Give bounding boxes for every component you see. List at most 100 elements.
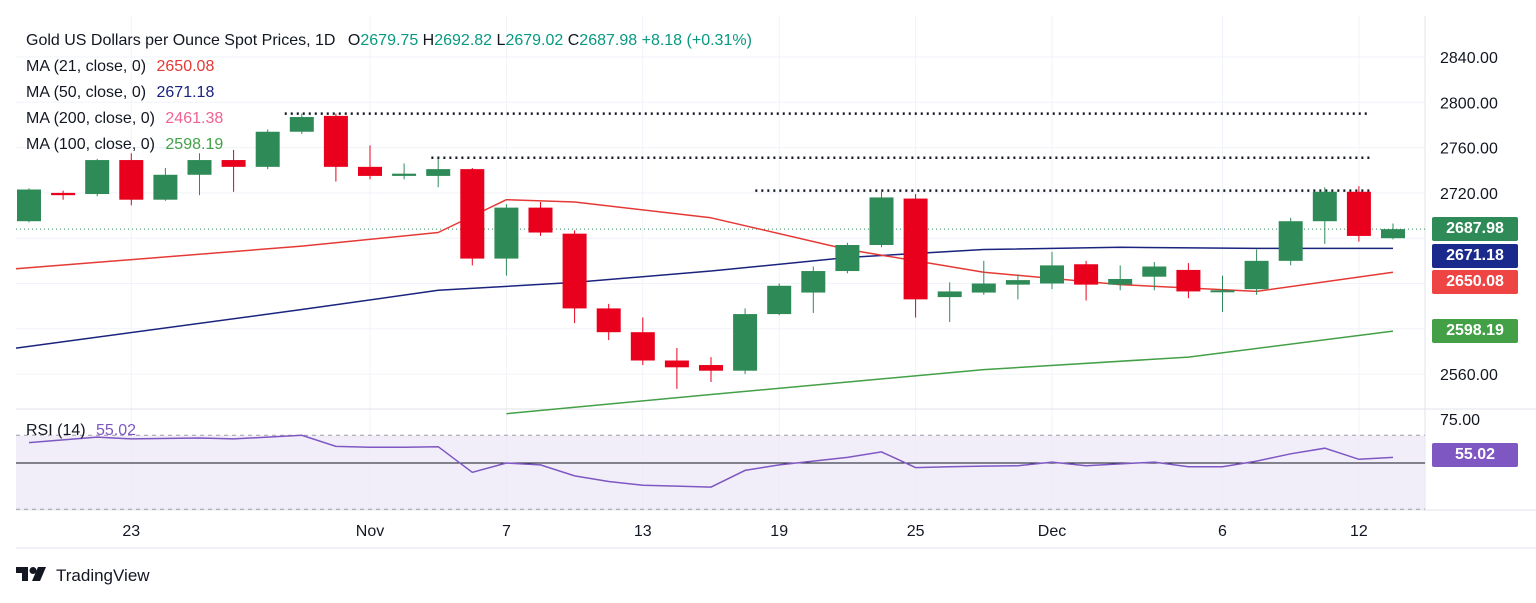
candle-up [1142, 261, 1167, 291]
ohlc-values: O2679.75 H2692.82 L2679.02 C2687.98 +8.1… [348, 32, 752, 49]
candle-up [1040, 251, 1064, 290]
candle-down [460, 167, 485, 266]
candle-down [630, 317, 655, 366]
x-tick-label: 6 [1218, 523, 1227, 540]
candle-body [1346, 191, 1371, 236]
moving-averages [15, 198, 1394, 415]
ma21-label: MA (21, close, 0) [26, 58, 147, 75]
candle-up [1108, 265, 1133, 291]
chart-title: Gold US Dollars per Ounce Spot Prices, 1… [26, 32, 336, 49]
candle-down [699, 357, 723, 383]
close-value: 2687.98 [579, 32, 638, 49]
candle-body [767, 285, 792, 315]
candle-up [1210, 275, 1235, 312]
candle-up [392, 163, 417, 180]
candle-body [1142, 266, 1167, 277]
candle-up [17, 188, 41, 223]
low-label: L [496, 32, 506, 49]
rsi-value: 55.02 [96, 422, 137, 439]
tradingview-logo-icon[interactable] [16, 565, 50, 586]
candle-up [767, 283, 792, 316]
candle-up [1278, 217, 1303, 266]
ma200-value: 2461.38 [165, 110, 224, 127]
candle-up [426, 158, 451, 188]
candle-body [1005, 280, 1030, 285]
rsi-line [28, 434, 1394, 488]
candle-down [1176, 263, 1201, 299]
candle-body [664, 360, 689, 368]
rsi-label: RSI (14) [26, 422, 86, 439]
candle-body [596, 308, 621, 333]
candle-up [494, 204, 519, 276]
ma200-label: MA (200, close, 0) [26, 110, 155, 127]
candle-up [733, 308, 758, 375]
candle-body [1278, 221, 1303, 261]
candle-body [1381, 229, 1405, 239]
candle-body [255, 131, 280, 167]
legend-ma50: MA (50, close, 0) 2671.18 [26, 80, 752, 106]
candle-down [664, 348, 689, 389]
candle-up [801, 266, 826, 313]
candle-body [494, 207, 519, 259]
candle-down [323, 113, 348, 182]
open-label: O [347, 32, 361, 49]
candle-down [119, 153, 144, 206]
candle-down [903, 194, 928, 318]
candle-body [835, 244, 860, 272]
candle-body [869, 197, 894, 245]
candle-up [153, 167, 178, 201]
chart-legend: Gold US Dollars per Ounce Spot Prices, 1… [26, 28, 752, 158]
candle-body [323, 115, 348, 167]
x-tick-label: 7 [502, 523, 511, 540]
candle-down [596, 303, 621, 341]
rsi-pane [16, 434, 1425, 510]
rsi-tick-label: 75.00 [1440, 412, 1480, 429]
ma21-value: 2650.08 [156, 58, 215, 75]
candle-body [289, 117, 314, 132]
x-tick-label: Nov [356, 523, 384, 540]
change-value: +8.18 (+0.31%) [641, 32, 752, 49]
candles [17, 113, 1405, 389]
candle-body [460, 169, 485, 259]
candle-body [971, 283, 996, 293]
x-tick-label: 25 [907, 523, 925, 540]
candle-body [630, 332, 655, 361]
ma50-label: MA (50, close, 0) [26, 84, 147, 101]
open-value: 2679.75 [360, 32, 419, 49]
candle-body [1176, 269, 1201, 292]
candle-body [17, 189, 41, 222]
y-tick-label: 2560.00 [1440, 367, 1498, 384]
candle-body [1040, 265, 1064, 284]
ma50-value: 2671.18 [156, 84, 215, 101]
candle-down [51, 190, 76, 200]
candle-body [1074, 264, 1099, 285]
ma50-line [15, 246, 1393, 349]
candle-down [221, 149, 246, 192]
y-tick-label: 2720.00 [1440, 186, 1498, 203]
ma100-label: MA (100, close, 0) [26, 136, 155, 153]
ma21-line [15, 198, 1394, 293]
candle-body [221, 160, 246, 167]
low-value: 2679.02 [505, 32, 564, 49]
candle-up [1312, 187, 1337, 244]
close-label: C [567, 32, 580, 49]
candle-body [1312, 191, 1337, 222]
candle-body [937, 291, 962, 298]
candle-body [562, 233, 587, 309]
candle-body [1108, 278, 1133, 285]
candle-body [85, 160, 110, 195]
candle-body [699, 365, 723, 371]
y-tick-label: 2800.00 [1440, 95, 1498, 112]
candle-body [392, 173, 417, 176]
brand-name[interactable]: TradingView [56, 565, 150, 585]
rsi-legend: RSI (14) 55.02 [26, 422, 136, 440]
candle-up [1005, 274, 1030, 300]
ma100-line [506, 330, 1394, 415]
candle-down [358, 145, 382, 180]
candle-up [289, 113, 314, 135]
legend-ma200: MA (200, close, 0) 2461.38 [26, 106, 752, 132]
candle-down [1074, 260, 1099, 301]
candle-body [801, 271, 826, 293]
x-tick-label: 23 [122, 523, 140, 540]
